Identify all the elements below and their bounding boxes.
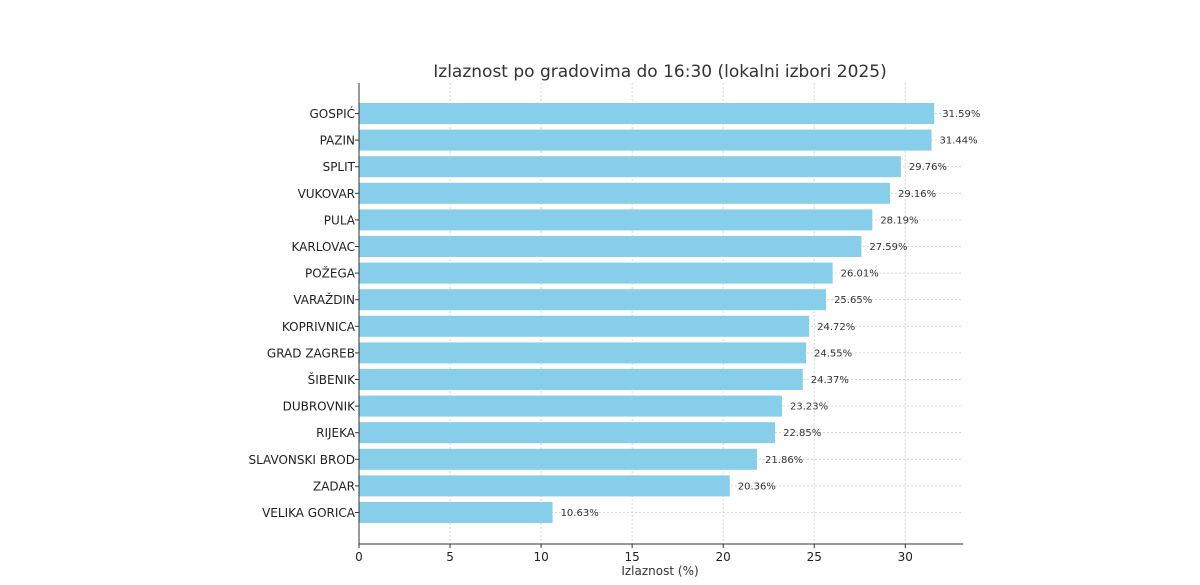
data-label: 23.23% [790,402,828,413]
bar [359,103,934,124]
y-tick-label: SLAVONSKI BROD [248,453,355,467]
bar [359,183,890,204]
y-tick-label: VELIKA GORICA [262,506,356,520]
y-tick-label: POŽEGA [305,266,356,281]
bar [359,209,872,230]
bar [359,475,730,496]
y-tick-label: GRAD ZAGREB [267,346,355,360]
data-label: 24.55% [814,348,852,359]
x-axis-label: Izlaznost (%) [621,564,698,578]
data-label: 31.44% [939,136,977,147]
bar [359,236,861,257]
bar [359,289,826,310]
data-label: 22.85% [783,428,821,439]
x-tick-label: 10 [533,550,548,564]
x-tick-label: 25 [807,550,822,564]
bar [359,449,757,470]
chart-title: Izlaznost po gradovima do 16:30 (lokalni… [433,62,886,82]
y-tick-label: GOSPIĆ [309,106,355,121]
y-tick-labels: GOSPIĆ PAZIN SPLIT VUKOVAR PULA KARLOVAC POŽEG… [248,106,359,520]
x-tick-labels: 0 5 10 15 20 25 30 [355,544,913,564]
x-tick-label: 0 [355,550,363,564]
bar [359,422,775,443]
data-label: 20.36% [738,481,776,492]
y-tick-label: RIJEKA [316,426,356,440]
y-tick-label: KARLOVAC [291,240,355,254]
bar [359,130,931,151]
data-label: 29.76% [909,162,947,173]
y-tick-label: ZADAR [313,479,355,493]
y-tick-label: DUBROVNIK [283,400,357,414]
bar [359,316,809,337]
data-label: 27.59% [869,242,907,253]
bar [359,502,553,523]
bar [359,263,833,284]
data-label: 28.19% [880,215,918,226]
bar [359,396,782,417]
bars-group [359,103,934,523]
x-tick-label: 15 [624,550,639,564]
y-tick-label: KOPRIVNICA [282,320,356,334]
y-tick-label: PAZIN [320,134,355,148]
y-tick-label: VUKOVAR [298,187,355,201]
data-label: 26.01% [841,269,879,280]
data-label: 31.59% [942,109,980,120]
y-tick-label: VARAŽDIN [293,292,355,307]
y-tick-label: PULA [324,213,356,227]
data-label: 24.37% [811,375,849,386]
bar [359,156,901,177]
x-tick-label: 5 [446,550,454,564]
bar [359,342,806,363]
grid-lines [359,83,963,544]
x-tick-label: 30 [898,550,913,564]
data-label: 10.63% [561,508,599,519]
data-label: 29.16% [898,189,936,200]
data-label: 24.72% [817,322,855,333]
y-tick-label: ŠIBENIK [308,372,356,387]
bar [359,369,803,390]
data-label: 21.86% [765,455,803,466]
y-tick-label: SPLIT [323,160,356,174]
data-label: 25.65% [834,295,872,306]
x-tick-label: 20 [716,550,731,564]
